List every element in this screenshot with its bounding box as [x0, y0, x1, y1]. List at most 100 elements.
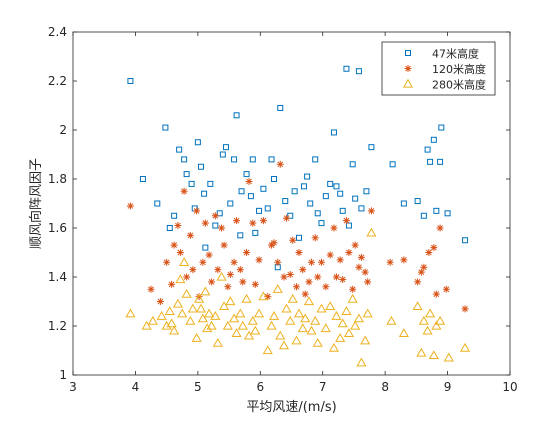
- legend-label: 120米高度: [432, 62, 486, 76]
- data-point-asterisk: [386, 258, 394, 266]
- legend-marker-asterisk: [404, 65, 412, 72]
- data-point-asterisk: [251, 280, 259, 288]
- data-point-asterisk: [299, 266, 307, 274]
- data-point-asterisk: [208, 278, 216, 286]
- data-point-asterisk: [345, 249, 353, 256]
- data-point-triangle: [243, 330, 255, 340]
- data-point-triangle: [258, 291, 269, 301]
- data-point-asterisk: [176, 249, 184, 256]
- data-point-triangle: [435, 315, 446, 325]
- data-point-triangle: [412, 301, 423, 311]
- data-point-triangle: [341, 306, 352, 315]
- data-point-triangle: [204, 308, 215, 318]
- data-point-asterisk: [442, 285, 450, 293]
- data-point-triangle: [310, 315, 321, 325]
- y-tick-label: 1.6: [48, 221, 67, 235]
- data-point-triangle: [237, 320, 248, 330]
- data-point-triangle: [219, 301, 230, 311]
- data-point-triangle: [266, 320, 277, 330]
- data-point-triangle: [141, 320, 152, 330]
- data-point-triangle: [425, 308, 436, 318]
- data-point-asterisk: [193, 207, 201, 215]
- data-point-square: [183, 171, 190, 178]
- data-point-asterisk: [236, 266, 244, 274]
- data-point-asterisk: [245, 177, 253, 185]
- data-point-square: [219, 151, 226, 158]
- data-point-triangle: [179, 257, 190, 266]
- data-point-triangle: [422, 325, 433, 335]
- data-point-asterisk: [400, 256, 408, 264]
- data-point-triangle: [164, 306, 175, 315]
- data-point-triangle: [362, 308, 373, 318]
- data-point-square: [437, 158, 444, 165]
- data-point-triangle: [253, 308, 265, 318]
- data-point-square: [438, 124, 445, 131]
- data-point-triangle: [187, 303, 198, 313]
- data-point-asterisk: [220, 241, 228, 249]
- data-point-square: [330, 129, 337, 136]
- data-point-triangle: [210, 310, 221, 320]
- data-point-asterisk: [414, 278, 422, 286]
- data-point-triangle: [222, 320, 233, 330]
- data-point-asterisk: [189, 266, 197, 274]
- data-point-triangle: [312, 337, 323, 347]
- data-point-asterisk: [195, 293, 203, 301]
- data-point-square: [256, 207, 263, 214]
- data-point-triangle: [343, 328, 354, 337]
- data-point-square: [300, 183, 307, 190]
- data-point-asterisk: [255, 256, 263, 264]
- x-tick-label: 5: [194, 380, 202, 394]
- data-point-triangle: [169, 325, 180, 335]
- data-point-triangle: [197, 313, 208, 323]
- x-tick-label: 7: [319, 380, 327, 394]
- data-point-triangle: [194, 293, 205, 303]
- data-point-square: [238, 188, 245, 195]
- data-point-triangle: [418, 315, 429, 325]
- data-point-asterisk: [417, 268, 425, 276]
- data-point-square: [400, 200, 407, 207]
- y-axis-label: 顺风向阵风因子: [28, 158, 44, 249]
- data-point-square: [427, 158, 434, 165]
- data-point-asterisk: [230, 258, 238, 266]
- data-point-square: [389, 161, 396, 168]
- data-point-asterisk: [326, 251, 334, 259]
- y-tick-label: 2.2: [48, 74, 67, 88]
- data-point-triangle: [125, 308, 136, 318]
- data-point-square: [233, 112, 240, 119]
- data-point-square: [181, 156, 188, 163]
- data-point-asterisk: [276, 160, 284, 168]
- data-point-square: [337, 190, 344, 197]
- data-point-triangle: [328, 342, 340, 352]
- data-point-asterisk: [301, 290, 309, 298]
- data-point-triangle: [281, 303, 292, 313]
- data-point-asterisk: [311, 234, 319, 242]
- data-point-asterisk: [336, 256, 344, 264]
- x-tick-label: 10: [502, 380, 517, 394]
- data-point-triangle: [428, 350, 439, 360]
- data-point-triangle: [235, 308, 246, 318]
- data-point-asterisk: [355, 263, 363, 271]
- data-point-asterisk: [364, 278, 372, 286]
- data-point-asterisk: [163, 258, 171, 266]
- data-point-triangle: [156, 310, 167, 320]
- data-point-triangle: [262, 345, 273, 355]
- data-point-asterisk: [330, 224, 338, 232]
- data-point-square: [363, 188, 370, 195]
- data-point-square: [252, 229, 259, 236]
- data-point-triangle: [185, 315, 196, 325]
- data-point-triangle: [335, 333, 346, 342]
- data-point-asterisk: [199, 258, 207, 266]
- data-point-square: [166, 225, 173, 231]
- x-tick-label: 4: [132, 380, 140, 394]
- data-point-asterisk: [243, 249, 251, 256]
- data-point-asterisk: [224, 283, 232, 291]
- data-point-triangle: [320, 323, 331, 333]
- data-point-square: [420, 212, 427, 219]
- data-point-triangle: [206, 320, 217, 330]
- data-point-triangle: [202, 323, 213, 333]
- data-point-asterisk: [170, 241, 178, 249]
- data-point-square: [202, 244, 209, 251]
- data-point-square: [312, 156, 319, 163]
- data-point-triangle: [200, 286, 211, 296]
